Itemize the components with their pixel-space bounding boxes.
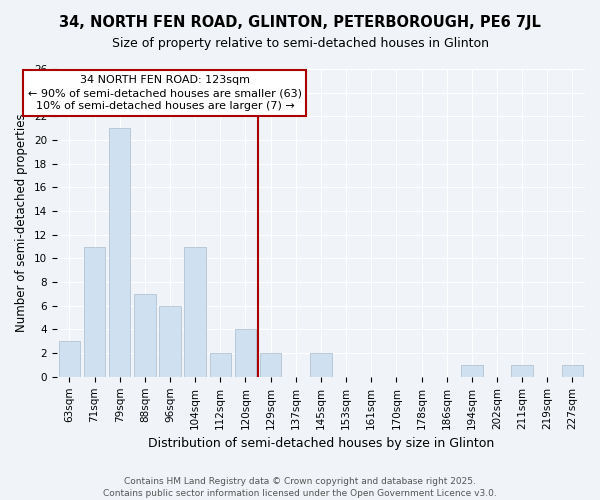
- Text: Contains HM Land Registry data © Crown copyright and database right 2025.
Contai: Contains HM Land Registry data © Crown c…: [103, 476, 497, 498]
- Bar: [184, 246, 206, 377]
- Text: 34, NORTH FEN ROAD, GLINTON, PETERBOROUGH, PE6 7JL: 34, NORTH FEN ROAD, GLINTON, PETERBOROUG…: [59, 15, 541, 30]
- Bar: [511, 365, 533, 377]
- Bar: [562, 365, 583, 377]
- Bar: [235, 330, 256, 377]
- Bar: [159, 306, 181, 377]
- Bar: [310, 353, 332, 377]
- Bar: [461, 365, 482, 377]
- Text: 34 NORTH FEN ROAD: 123sqm
← 90% of semi-detached houses are smaller (63)
10% of : 34 NORTH FEN ROAD: 123sqm ← 90% of semi-…: [28, 75, 302, 112]
- Bar: [209, 353, 231, 377]
- Bar: [84, 246, 105, 377]
- Bar: [59, 342, 80, 377]
- Bar: [109, 128, 130, 377]
- X-axis label: Distribution of semi-detached houses by size in Glinton: Distribution of semi-detached houses by …: [148, 437, 494, 450]
- Y-axis label: Number of semi-detached properties: Number of semi-detached properties: [15, 114, 28, 332]
- Bar: [260, 353, 281, 377]
- Text: Size of property relative to semi-detached houses in Glinton: Size of property relative to semi-detach…: [112, 38, 488, 51]
- Bar: [134, 294, 155, 377]
